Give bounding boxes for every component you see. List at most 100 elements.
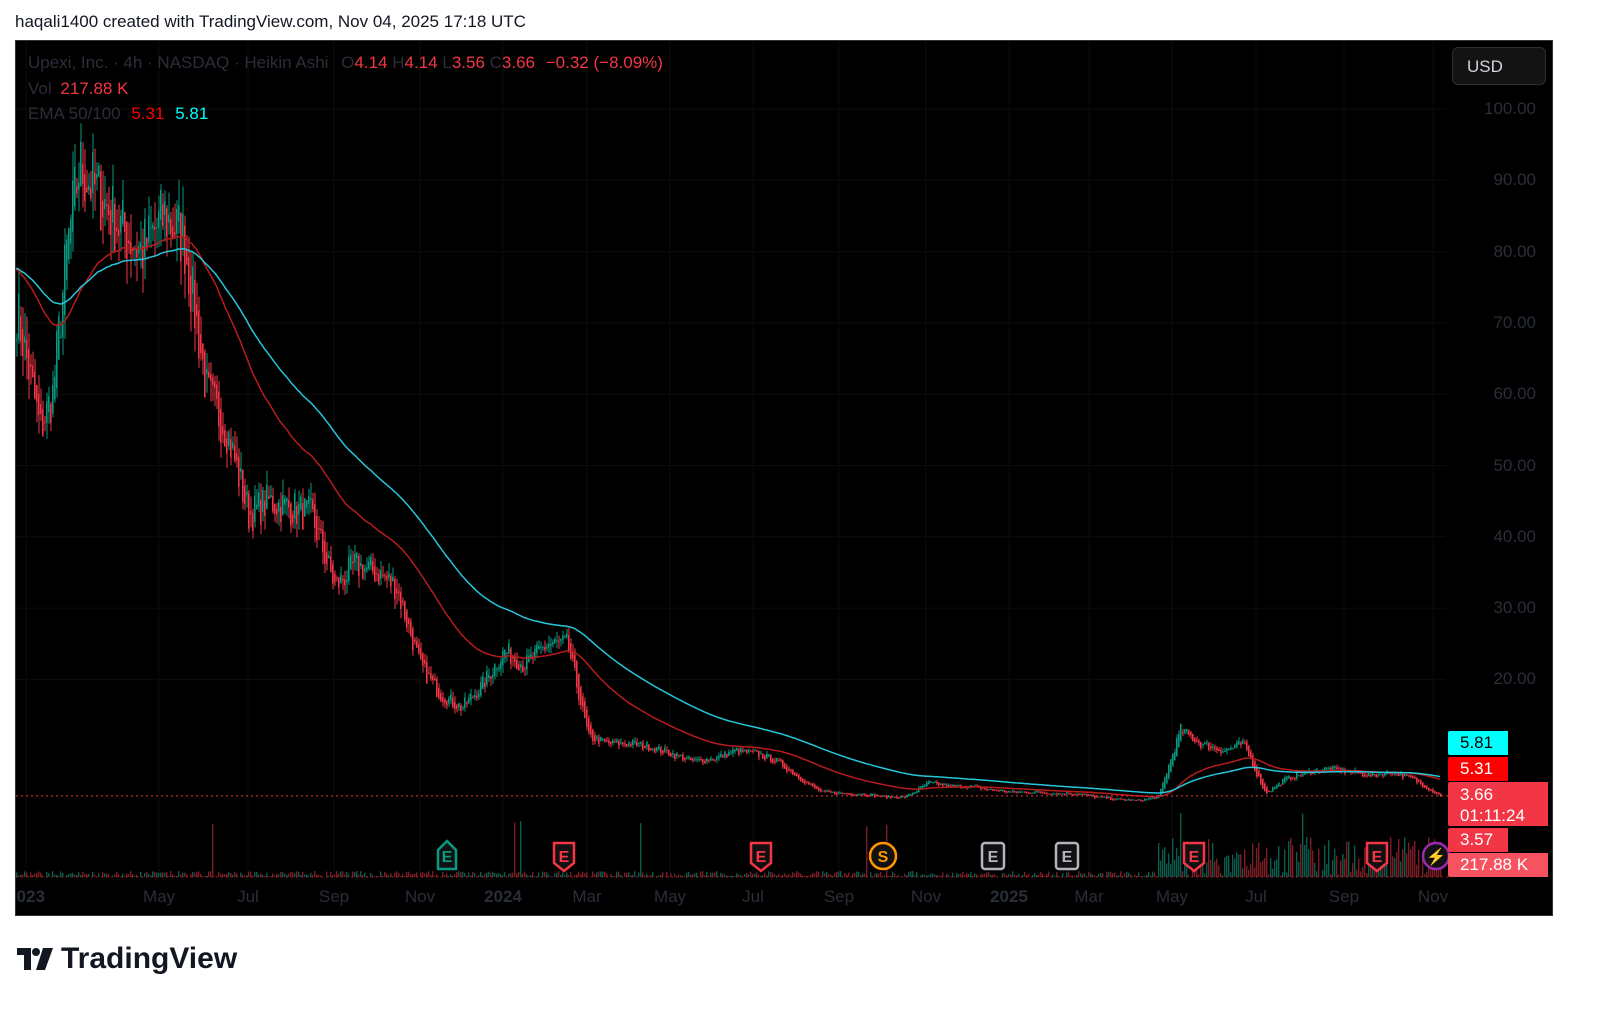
volume-bar <box>1164 847 1166 877</box>
volume-bar <box>858 871 860 877</box>
earnings-event-icon[interactable]: E <box>1182 841 1206 873</box>
candle-body <box>242 470 244 502</box>
candle-body <box>1218 748 1220 751</box>
candle-body <box>996 790 998 792</box>
earnings-event-icon[interactable]: E <box>552 841 576 873</box>
candle-body <box>1144 798 1146 801</box>
candle-body <box>516 659 518 670</box>
price-chart-canvas[interactable]: E E E S E E E E ⚡ <box>16 41 1553 916</box>
candle-body <box>1162 783 1164 793</box>
candle-body <box>270 494 272 498</box>
candle-body <box>1294 778 1296 780</box>
candle-body <box>1004 790 1006 792</box>
volume-bar <box>220 874 222 877</box>
candle-body <box>734 749 736 752</box>
candle-body <box>898 797 900 799</box>
earnings-event-icon[interactable]: E <box>1365 841 1389 873</box>
volume-bar <box>556 872 558 877</box>
candle-body <box>1284 777 1286 782</box>
volume-bar <box>618 871 620 877</box>
candle-body <box>168 214 170 223</box>
candle-body <box>842 792 844 794</box>
tradingview-logo[interactable]: TradingView <box>17 942 237 976</box>
candle-body <box>1266 787 1268 794</box>
volume-bar <box>638 872 640 877</box>
candle-body <box>648 744 650 752</box>
candle-body <box>58 316 60 360</box>
candle-body <box>100 171 102 231</box>
volume-bar <box>634 871 636 877</box>
volume-bar <box>700 871 702 877</box>
volume-bar <box>1088 871 1090 877</box>
candle-body <box>720 753 722 758</box>
volume-bar <box>890 875 892 877</box>
event-label: E <box>1372 849 1383 866</box>
candle-body <box>1168 764 1170 779</box>
candle-body <box>1196 739 1198 742</box>
volume-bar <box>330 871 332 877</box>
volume-bar <box>580 873 582 877</box>
candle-body <box>1166 773 1168 783</box>
volume-bar <box>200 873 202 877</box>
candle-body <box>990 788 992 790</box>
volume-bar <box>1092 874 1094 877</box>
volume-bar <box>1100 873 1102 877</box>
volume-bar <box>616 871 618 877</box>
candle-body <box>754 750 756 752</box>
volume-bar <box>494 873 496 877</box>
candle-body <box>36 385 38 403</box>
candle-body <box>170 218 172 234</box>
earnings-event-icon[interactable]: E <box>436 839 458 871</box>
candle-body <box>1262 779 1264 789</box>
volume-bar <box>1334 848 1336 877</box>
candle-body <box>1156 796 1158 799</box>
candle-body <box>104 199 106 210</box>
volume-bar <box>516 873 518 877</box>
candle-body <box>1222 751 1224 753</box>
candle-body <box>1380 774 1382 776</box>
volume-bar <box>1046 873 1048 877</box>
candle-body <box>1072 793 1074 795</box>
earnings-event-icon[interactable]: E <box>980 841 1006 871</box>
volume-bar <box>972 875 974 877</box>
candle-body <box>1080 793 1082 795</box>
news-event-icon[interactable]: ⚡ <box>1421 841 1451 871</box>
volume-bar <box>112 875 114 877</box>
candle-body <box>1118 798 1120 800</box>
split-event-icon[interactable]: S <box>868 841 898 871</box>
volume-bar <box>932 873 934 877</box>
volume-bar <box>416 872 418 877</box>
candle-body <box>1368 773 1370 777</box>
volume-bar <box>770 871 772 877</box>
volume-bar <box>888 875 890 877</box>
candle-body <box>980 786 982 790</box>
volume-bar <box>620 874 622 877</box>
candle-body <box>1404 773 1406 776</box>
volume-bar <box>1342 854 1344 877</box>
candle-body <box>870 794 872 796</box>
volume-bar <box>974 873 976 877</box>
volume-bar <box>1032 875 1034 877</box>
volume-bar <box>26 872 28 877</box>
time-tick-label: May <box>653 887 687 906</box>
volume-bar <box>962 871 964 877</box>
candle-body <box>998 790 1000 792</box>
volume-bar <box>1296 851 1298 877</box>
currency-button[interactable]: USD <box>1452 47 1546 85</box>
volume-bar <box>784 873 786 877</box>
volume-bar <box>708 875 710 877</box>
candle-body <box>1330 768 1332 772</box>
volume-bar <box>1232 854 1234 877</box>
candle-body <box>676 753 678 757</box>
volume-bar <box>938 875 940 877</box>
earnings-event-icon[interactable]: E <box>1054 841 1080 871</box>
chart-panel[interactable]: E E E S E E E E ⚡ Upexi, Inc. · 4h · NASDAQ · He… <box>15 40 1553 916</box>
candle-body <box>540 646 542 648</box>
earnings-event-icon[interactable]: E <box>749 841 773 873</box>
candle-body <box>82 164 84 185</box>
candle-body <box>1186 729 1188 732</box>
volume-bar <box>1148 871 1150 877</box>
volume-bar <box>482 875 484 877</box>
volume-bar <box>832 875 834 877</box>
volume-bar <box>558 871 560 877</box>
